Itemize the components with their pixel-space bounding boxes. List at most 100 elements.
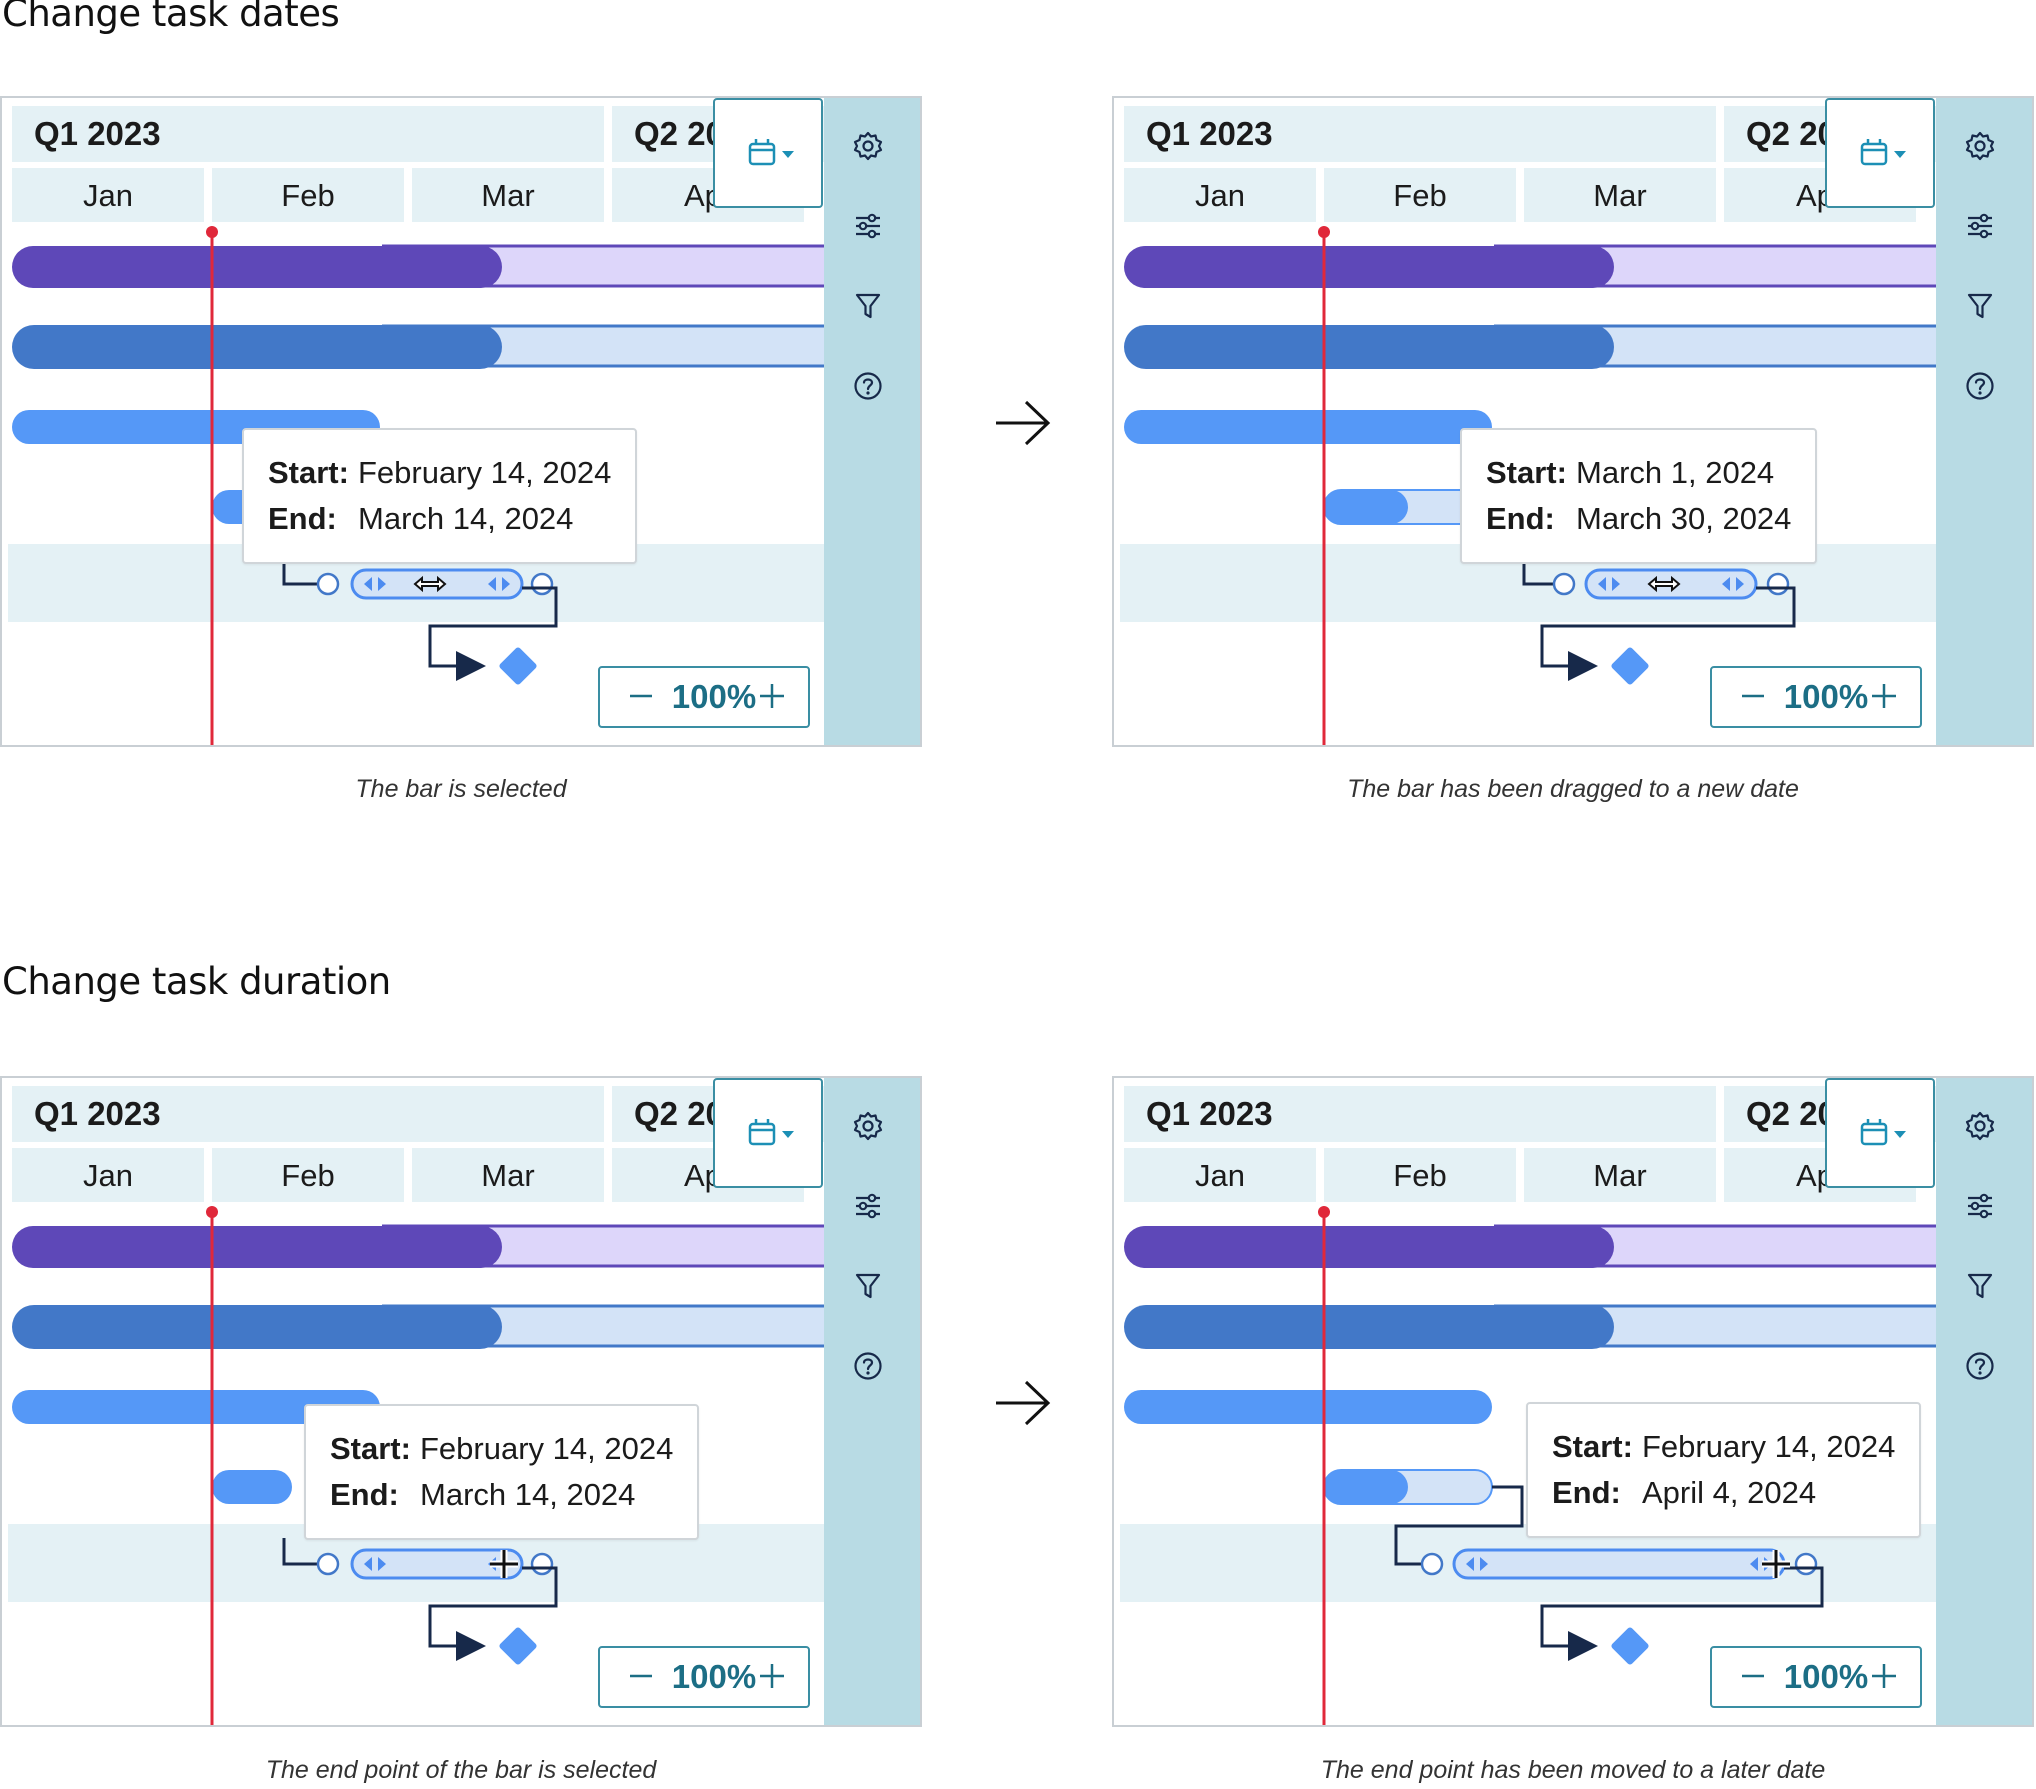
today-marker xyxy=(1318,226,1330,238)
help-icon[interactable] xyxy=(852,1350,884,1382)
sliders-icon[interactable] xyxy=(852,210,884,242)
filter-icon[interactable] xyxy=(852,1270,884,1302)
zoom-level: 100% xyxy=(671,678,757,715)
start-handle xyxy=(1420,1552,1444,1576)
calendar-dropdown-button[interactable] xyxy=(1825,98,1935,208)
today-marker xyxy=(1318,1206,1330,1218)
gantt-panel-3: Q1 2023 Q2 20 Jan Feb Mar Ap xyxy=(0,1076,922,1727)
zoom-in-button[interactable] xyxy=(1864,676,1904,716)
resize-cursor-icon xyxy=(490,1550,518,1578)
help-icon[interactable] xyxy=(852,370,884,402)
caret-down-icon xyxy=(1894,1131,1906,1138)
sliders-icon[interactable] xyxy=(1964,1190,1996,1222)
caption-4: The end point has been moved to a later … xyxy=(1320,1756,1826,1784)
gantt-panel-2: Q1 2023 Q2 20 Jan Feb Mar Ap xyxy=(1112,96,2034,747)
milestone-diamond xyxy=(499,1627,537,1665)
tooltip-end-label: End: xyxy=(1486,501,1555,536)
start-handle xyxy=(1552,572,1576,596)
month-header-jan: Jan xyxy=(1124,168,1316,222)
dependency-connector xyxy=(1394,1485,1524,1566)
horizontal-resize-cursor-icon xyxy=(1647,575,1681,593)
month-header-mar: Mar xyxy=(412,168,604,222)
date-tooltip: Start: February 14, 2024 End: March 14, 20… xyxy=(242,428,638,564)
milestone-diamond xyxy=(1611,1627,1649,1665)
month-header-feb: Feb xyxy=(1324,1148,1516,1202)
help-icon[interactable] xyxy=(1964,1350,1996,1382)
end-handle xyxy=(530,572,554,596)
filter-icon[interactable] xyxy=(1964,1270,1996,1302)
milestone-diamond xyxy=(1611,647,1649,685)
selected-task-bar[interactable] xyxy=(1452,1548,1786,1580)
resize-left-icon xyxy=(364,1557,386,1571)
group-bar-progress xyxy=(1124,325,1614,369)
calendar-icon xyxy=(1860,1119,1906,1146)
selected-task-bar-body xyxy=(350,1548,524,1580)
gantt-chart xyxy=(1120,1206,1944,1725)
dependency-arrow xyxy=(428,1566,558,1661)
filter-icon[interactable] xyxy=(852,290,884,322)
gantt-panel-4: Q1 2023 Q2 20 Jan Feb Mar Ap xyxy=(1112,1076,2034,1727)
gear-icon[interactable] xyxy=(852,130,884,162)
tooltip-end-value: April 4, 2024 xyxy=(1642,1475,1817,1510)
resize-cursor-icon xyxy=(1762,1550,1790,1578)
month-header-jan: Jan xyxy=(12,1148,204,1202)
today-marker xyxy=(206,1206,218,1218)
task-bar-progress xyxy=(1324,1470,1408,1504)
task-bar xyxy=(12,1390,380,1424)
calendar-dropdown-button[interactable] xyxy=(1825,1078,1935,1188)
month-header-mar: Mar xyxy=(412,1148,604,1202)
resize-left-icon xyxy=(1466,1557,1488,1571)
tooltip-start-label: Start: xyxy=(1552,1429,1633,1464)
month-header-mar: Mar xyxy=(1524,1148,1716,1202)
zoom-out-button[interactable] xyxy=(620,676,660,716)
calendar-dropdown-button[interactable] xyxy=(713,98,823,208)
milestone-diamond xyxy=(499,647,537,685)
today-marker xyxy=(206,226,218,238)
sliders-icon[interactable] xyxy=(852,1190,884,1222)
tooltip-end-label: End: xyxy=(1552,1475,1621,1510)
zoom-out-button[interactable] xyxy=(620,1656,660,1696)
help-icon[interactable] xyxy=(1964,370,1996,402)
caption-3: The end point of the bar is selected xyxy=(265,1756,657,1784)
tooltip-start-value: February 14, 2024 xyxy=(1642,1429,1896,1464)
month-header-feb: Feb xyxy=(212,1148,404,1202)
zoom-out-button[interactable] xyxy=(1732,1656,1772,1696)
dependency-arrow xyxy=(428,586,558,681)
group-bar-progress xyxy=(12,1305,502,1349)
dependency-arrow xyxy=(1540,586,1796,681)
caret-down-icon xyxy=(1894,151,1906,158)
tooltip-end-label: End: xyxy=(268,501,337,536)
zoom-in-button[interactable] xyxy=(752,1656,792,1696)
gear-icon[interactable] xyxy=(1964,1110,1996,1142)
date-tooltip: Start: February 14, 2024 End: April 4, 202… xyxy=(1526,1402,1922,1538)
group-bar-progress xyxy=(1124,1305,1614,1349)
gear-icon[interactable] xyxy=(1964,130,1996,162)
tooltip-start-label: Start: xyxy=(1486,455,1567,490)
zoom-control: 100% xyxy=(598,666,810,728)
gear-icon[interactable] xyxy=(852,1110,884,1142)
zoom-in-button[interactable] xyxy=(752,676,792,716)
zoom-in-button[interactable] xyxy=(1864,1656,1904,1696)
month-header-mar: Mar xyxy=(1524,168,1716,222)
section-title-dates: Change task dates xyxy=(2,0,340,35)
month-header-feb: Feb xyxy=(1324,168,1516,222)
caption-2: The bar has been dragged to a new date xyxy=(1347,775,1799,803)
sliders-icon[interactable] xyxy=(1964,210,1996,242)
resize-left-icon xyxy=(1598,577,1620,591)
date-tooltip: Start: March 1, 2024 End: March 30, 2024 xyxy=(1460,428,1818,564)
filter-icon[interactable] xyxy=(1964,290,1996,322)
selected-task-bar-body xyxy=(1452,1548,1786,1580)
zoom-level: 100% xyxy=(1783,1658,1869,1695)
calendar-dropdown-button[interactable] xyxy=(713,1078,823,1188)
end-handle xyxy=(1794,1552,1818,1576)
zoom-out-button[interactable] xyxy=(1732,676,1772,716)
arrow-right-icon xyxy=(996,1380,1051,1426)
zoom-level: 100% xyxy=(671,1658,757,1695)
resize-right-icon xyxy=(1722,577,1744,591)
tooltip-end-value: March 14, 2024 xyxy=(358,501,574,536)
dependency-connector xyxy=(282,1538,322,1566)
calendar-icon xyxy=(1860,139,1906,166)
date-tooltip: Start: February 14, 2024 End: March 14, 20… xyxy=(304,1404,700,1540)
gantt-panel-1: Q1 2023 Q2 20 Jan Feb Mar Ap xyxy=(0,96,922,747)
tooltip-start-value: March 1, 2024 xyxy=(1576,455,1775,490)
